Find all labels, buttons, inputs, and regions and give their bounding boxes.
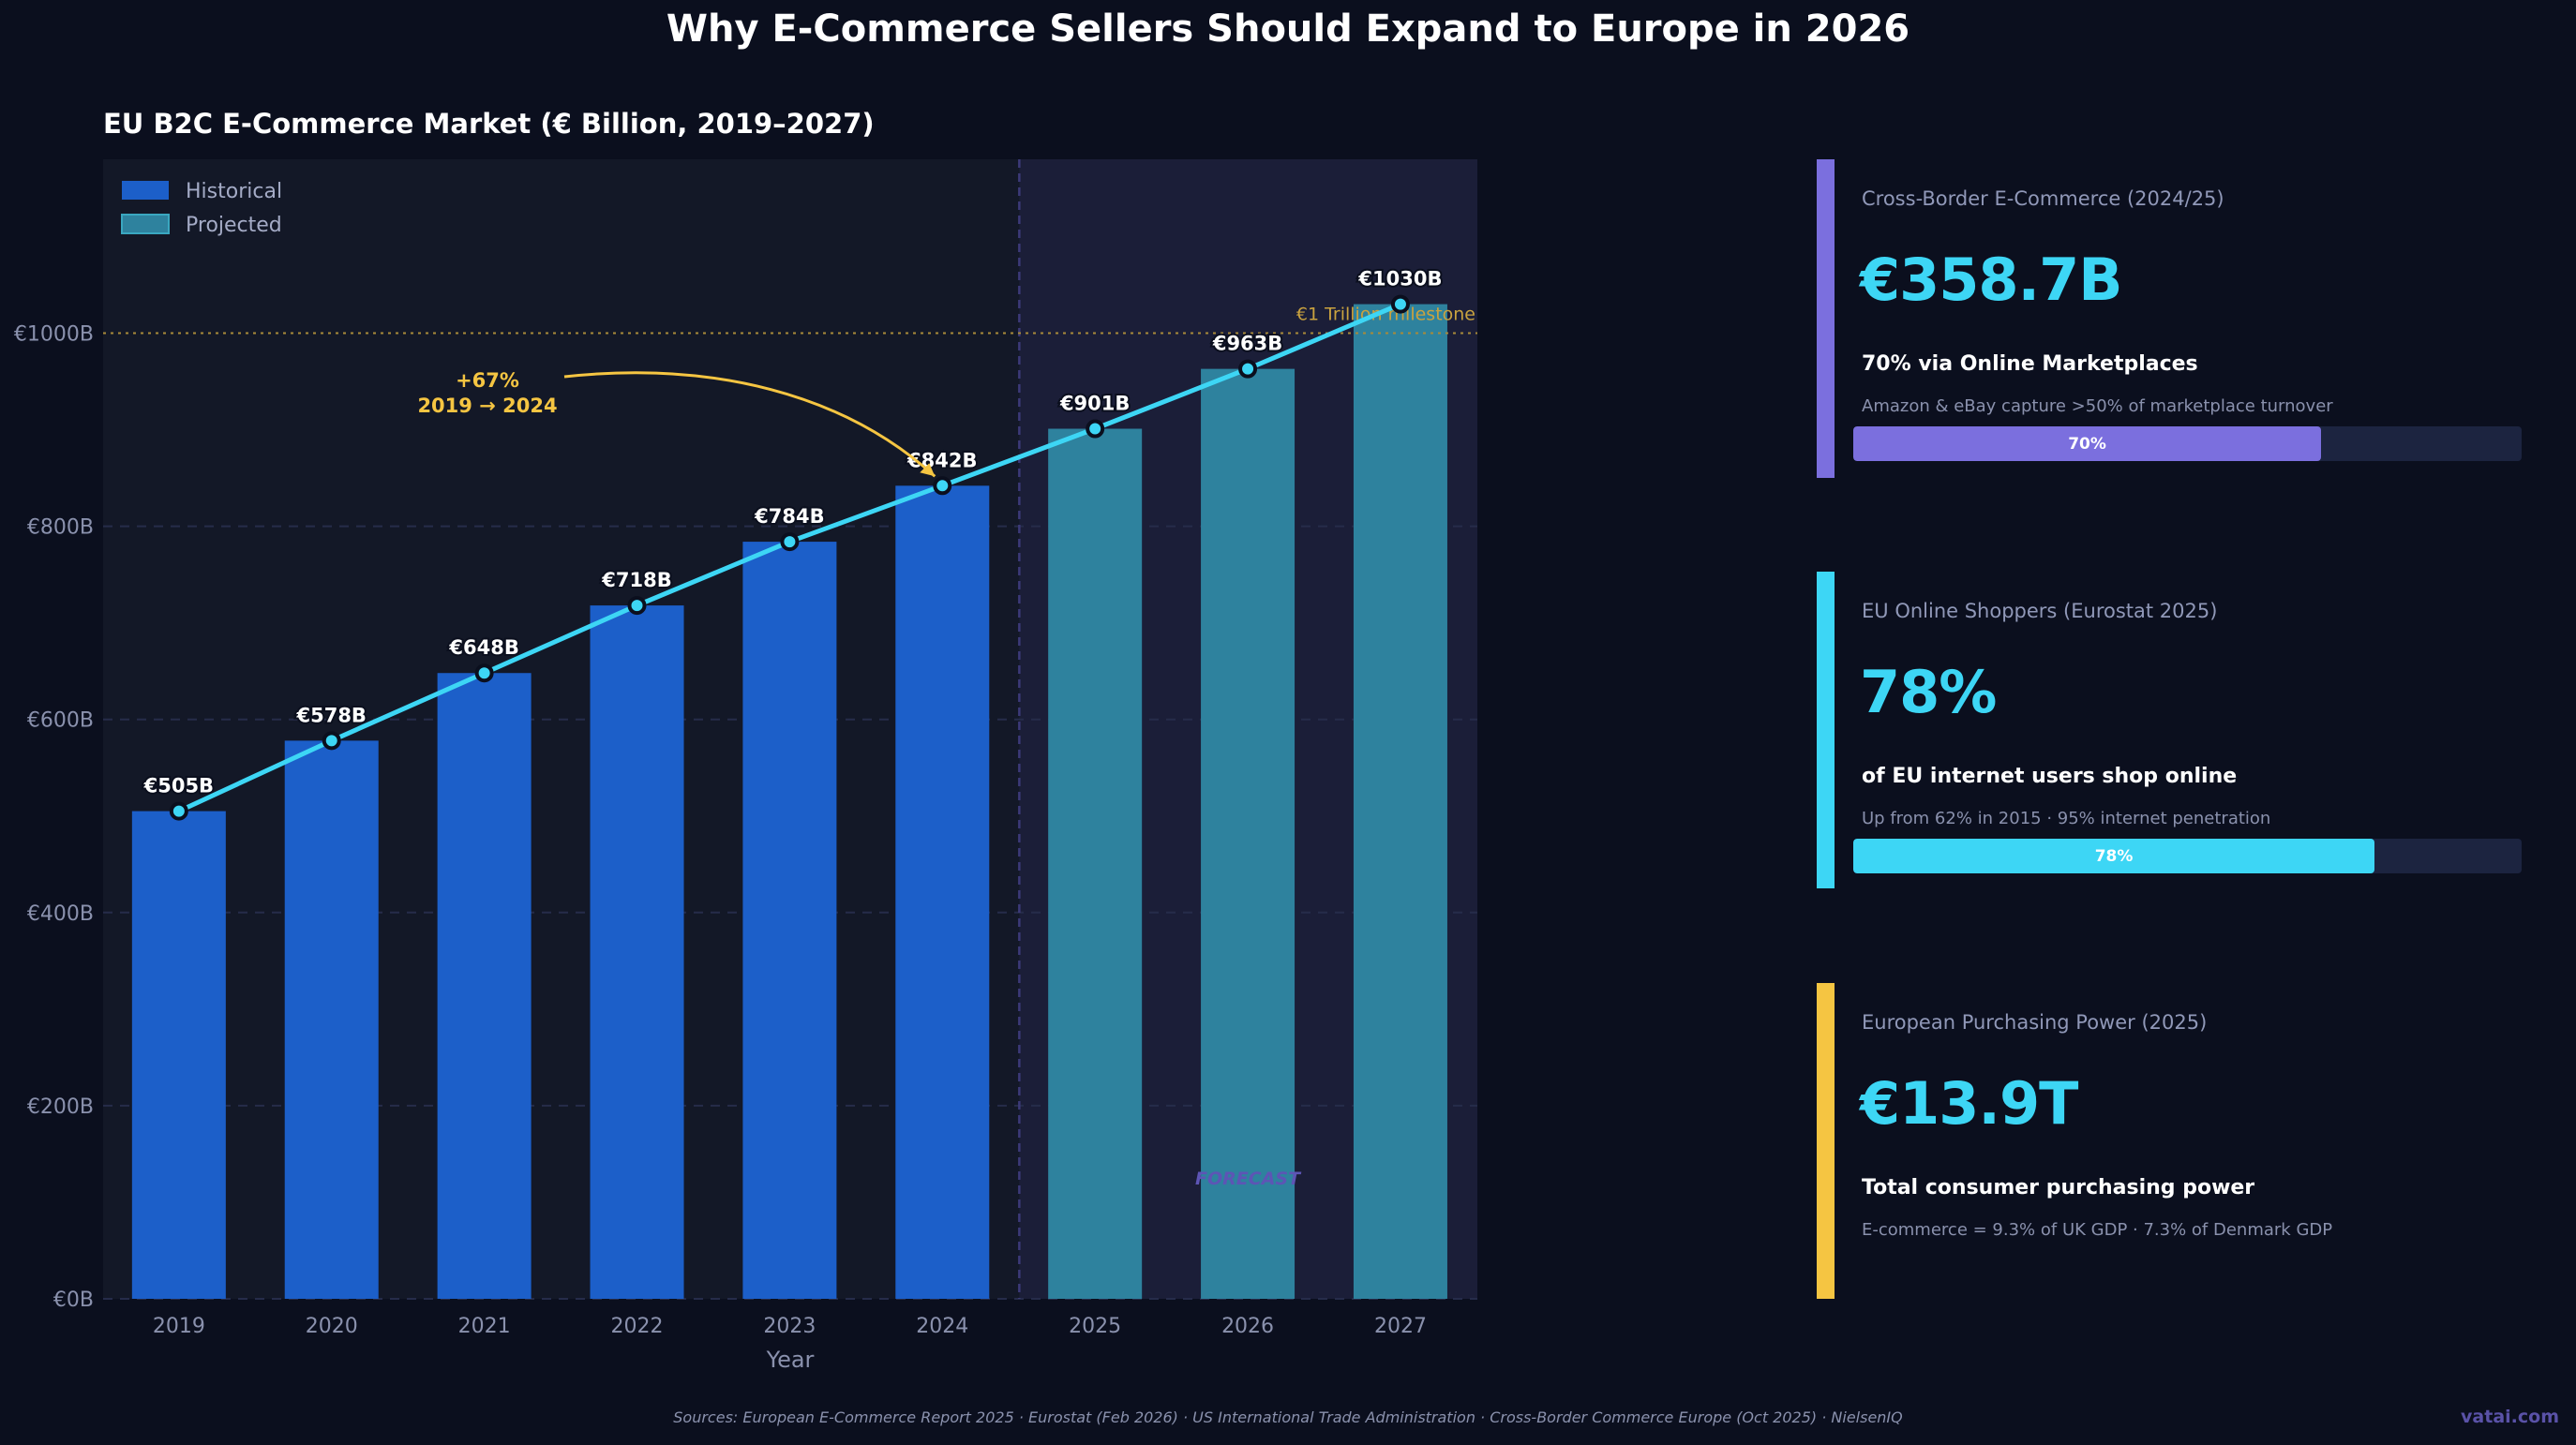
data-point <box>780 532 800 552</box>
y-tick-label: €1000B <box>14 322 94 346</box>
bar-2025 <box>1048 428 1143 1300</box>
x-tick-label: 2021 <box>458 1315 511 1338</box>
data-point <box>169 801 188 821</box>
bar-2026 <box>1201 368 1295 1299</box>
card-purchasing-power: European Purchasing Power (2025) €13.9T … <box>1817 983 2529 1299</box>
bar-2019 <box>131 811 226 1299</box>
annotation-arrow <box>563 371 936 478</box>
data-label: €901B <box>1059 393 1130 415</box>
card-note: E-commerce = 9.3% of UK GDP · 7.3% of De… <box>1862 1220 2333 1240</box>
card-label: European Purchasing Power (2025) <box>1862 1011 2208 1034</box>
annotation-growth: +67% <box>456 369 519 392</box>
bar-2027 <box>1353 304 1447 1299</box>
x-tick-label: 2022 <box>611 1315 664 1338</box>
x-tick-label: 2023 <box>763 1315 816 1338</box>
reference-label: €1 Trillion milestone <box>1296 304 1475 324</box>
x-tick-label: 2027 <box>1374 1315 1427 1338</box>
card-value: €13.9T <box>1860 1069 2078 1138</box>
data-point <box>474 663 494 683</box>
progress-bar: 78% <box>1853 839 2522 873</box>
legend-label: Projected <box>186 214 282 237</box>
card-cross-border: Cross-Border E-Commerce (2024/25) €358.7… <box>1817 159 2529 478</box>
legend-label: Historical <box>186 180 282 203</box>
data-point <box>1086 419 1105 439</box>
card-label: EU Online Shoppers (Eurostat 2025) <box>1862 600 2218 622</box>
data-label: €1030B <box>1357 268 1442 290</box>
card-label: Cross-Border E-Commerce (2024/25) <box>1862 187 2224 210</box>
data-point <box>933 476 952 496</box>
page-title: Why E-Commerce Sellers Should Expand to … <box>666 7 1910 51</box>
x-tick-label: 2020 <box>306 1315 358 1338</box>
bar-2020 <box>284 740 379 1299</box>
card-online-shoppers: EU Online Shoppers (Eurostat 2025) 78% o… <box>1817 572 2529 888</box>
data-point <box>1390 294 1410 314</box>
data-label: €648B <box>448 636 518 659</box>
card-subtitle: Total consumer purchasing power <box>1862 1176 2255 1199</box>
data-label: €963B <box>1212 333 1282 355</box>
progress-fill: 70% <box>1853 426 2322 461</box>
data-label: €784B <box>754 505 824 528</box>
x-tick-label: 2026 <box>1221 1315 1274 1338</box>
legend-swatch <box>121 214 170 234</box>
arrow-head-icon <box>920 463 936 477</box>
bar-2023 <box>742 542 837 1299</box>
data-label: €718B <box>601 569 671 591</box>
bar-2021 <box>437 673 532 1299</box>
y-tick-label: €800B <box>27 516 94 540</box>
data-label: €505B <box>143 775 214 797</box>
card-subtitle: of EU internet users shop online <box>1862 765 2238 788</box>
card-note: Up from 62% in 2015 · 95% internet penet… <box>1862 809 2271 828</box>
card-value: €358.7B <box>1860 246 2123 314</box>
chart-title: EU B2C E-Commerce Market (€ Billion, 201… <box>103 108 875 140</box>
brand-link[interactable]: vatai.com <box>2461 1407 2559 1427</box>
annotation-period: 2019 → 2024 <box>417 395 557 417</box>
progress-bar: 70% <box>1853 426 2522 461</box>
data-point <box>322 731 341 751</box>
x-axis-label: Year <box>766 1347 815 1373</box>
y-tick-label: €600B <box>27 709 94 733</box>
card-accent <box>1817 572 1835 888</box>
card-value: 78% <box>1860 658 1997 726</box>
x-tick-label: 2019 <box>153 1315 205 1338</box>
card-accent <box>1817 983 1835 1299</box>
x-tick-label: 2025 <box>1069 1315 1121 1338</box>
data-point <box>1238 359 1258 379</box>
x-tick-label: 2024 <box>916 1315 968 1338</box>
progress-fill: 78% <box>1853 839 2375 873</box>
card-note: Amazon & eBay capture >50% of marketplac… <box>1862 396 2333 416</box>
legend-swatch <box>122 181 169 200</box>
y-tick-label: €200B <box>27 1095 94 1119</box>
forecast-label: FORECAST <box>1195 1169 1302 1189</box>
card-subtitle: 70% via Online Marketplaces <box>1862 352 2198 376</box>
sources-footer: Sources: European E-Commerce Report 2025… <box>673 1408 1903 1426</box>
bar-2024 <box>895 485 990 1299</box>
y-tick-label: €0B <box>53 1289 94 1312</box>
y-tick-label: €400B <box>27 902 94 926</box>
bar-2022 <box>590 605 684 1299</box>
card-accent <box>1817 159 1835 478</box>
data-label: €578B <box>295 704 366 726</box>
data-point <box>627 596 647 616</box>
